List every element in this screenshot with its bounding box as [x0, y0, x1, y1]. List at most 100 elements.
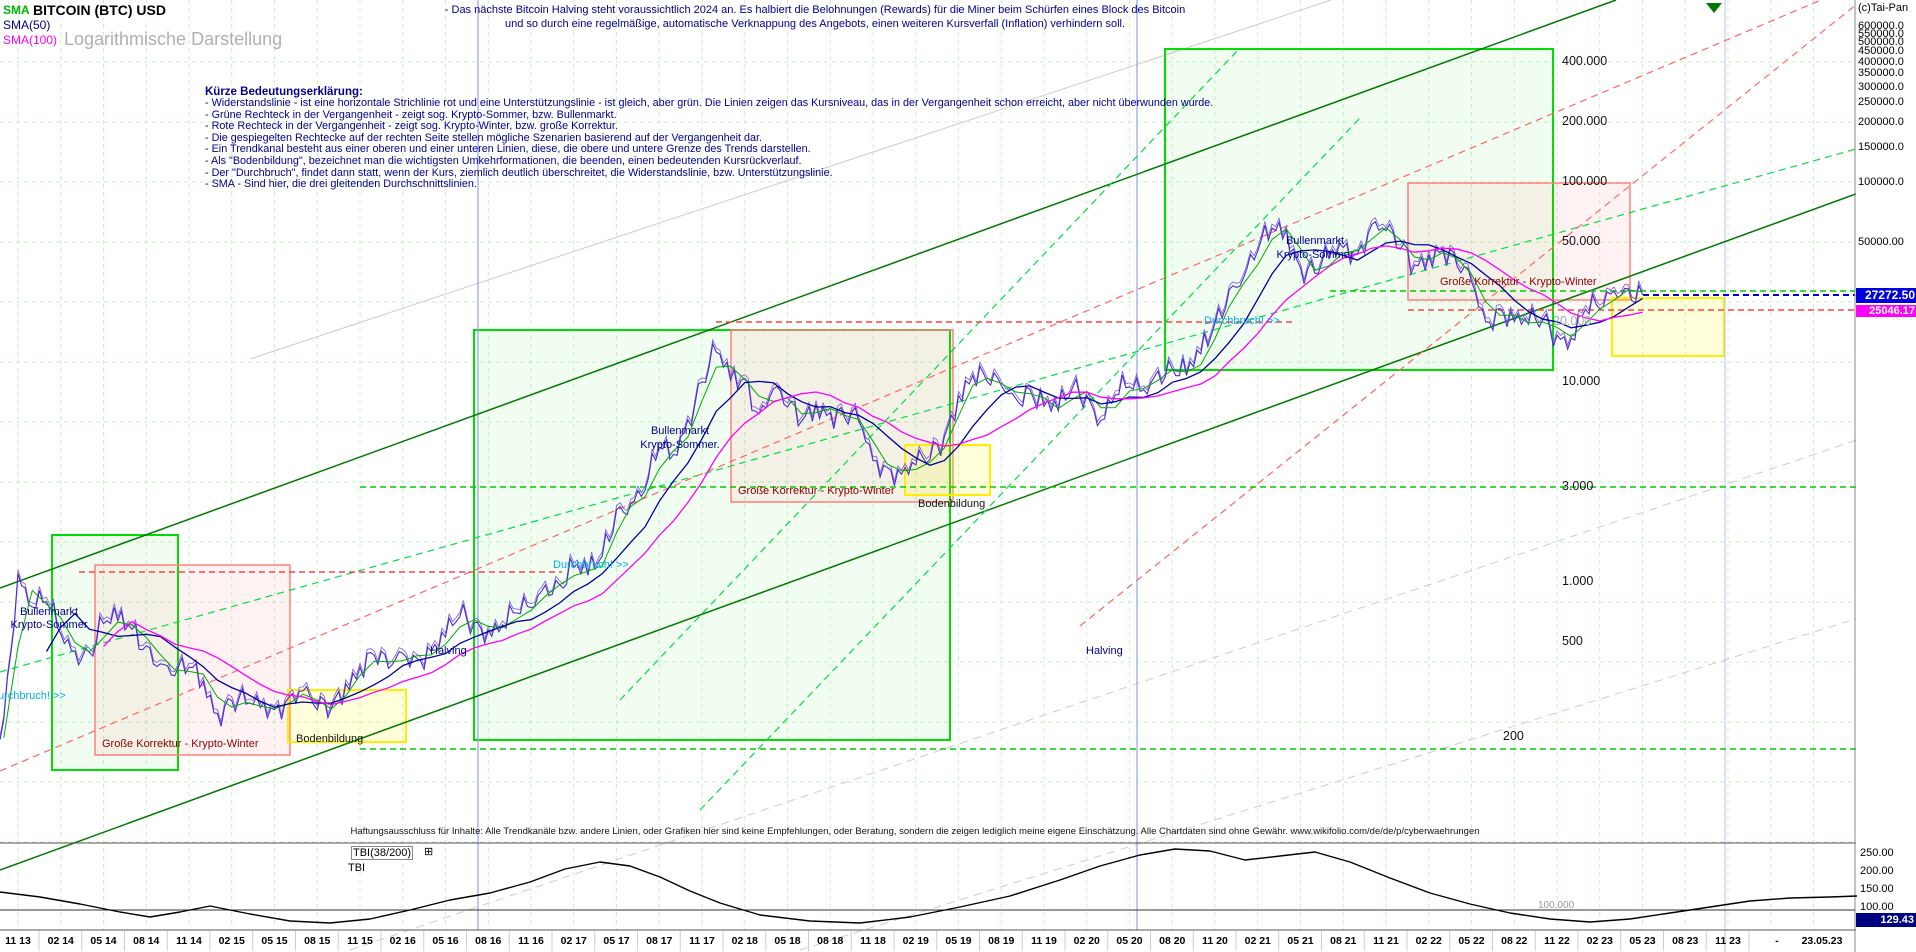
copyright-label: (c)Tai-Pan — [1858, 2, 1909, 14]
date-label: 02 16 — [389, 935, 416, 947]
right-axis-label: 350000.0 — [1858, 67, 1904, 80]
right-axis-label: 500000.0 — [1858, 36, 1904, 49]
tbi-gridline-label: 100.000 — [1538, 900, 1575, 911]
annotation-durchbruch: Durchbruch! >> — [1204, 315, 1280, 327]
date-label: 08 18 — [817, 935, 844, 947]
chart-subtitle: Logarithmische Darstellung — [64, 29, 283, 49]
price-label-inner: 3.000 — [1562, 478, 1594, 493]
date-label: 05 19 — [945, 935, 972, 947]
date-label: 05 15 — [261, 935, 288, 947]
price-label-inner: 100.000 — [1562, 174, 1608, 188]
price-label-inner: 200.000 — [1562, 113, 1608, 128]
date-label: 05 14 — [90, 935, 117, 947]
tbi-axis-label: 250.00 — [1860, 847, 1894, 859]
price-label-inner: 500 — [1562, 634, 1583, 649]
date-label: 05 18 — [774, 935, 801, 947]
explanation-line: - Grüne Rechteck in der Vergangenheit - … — [205, 108, 617, 121]
date-label: 05 21 — [1287, 935, 1314, 947]
right-axis-label: 450000.0 — [1858, 45, 1904, 58]
disclaimer-text: Haftungsausschluss für Inhalte: Alle Tre… — [350, 826, 1480, 837]
annotation-durchbruch: Durchbruch! >> — [0, 690, 66, 702]
date-label: 08 15 — [304, 935, 331, 947]
date-label: 02 18 — [731, 935, 758, 947]
date-label: 02 21 — [1244, 935, 1271, 947]
tbi-value-box: 129.43 — [1856, 913, 1916, 928]
date-label: 11 14 — [176, 935, 202, 947]
date-label: 11 21 — [1373, 935, 1399, 947]
annotation-bodenbildung: Bodenbildung — [296, 733, 364, 745]
date-label: 11 16 — [518, 935, 544, 947]
right-axis-label: 200000.0 — [1858, 115, 1904, 128]
last-price-box: 27272.50 — [1856, 288, 1916, 304]
annotation-bullenmarkt: Bullenmarkt — [650, 425, 710, 437]
date-label: 08 22 — [1501, 935, 1528, 947]
price-label-gray: 20.000 — [1553, 313, 1592, 328]
date-label: 02 19 — [902, 935, 929, 947]
annotation-krypto-sommer: Krypto-Sommer — [10, 619, 88, 631]
explanation-line: - Rote Rechteck in der Vergangenheit - z… — [205, 120, 618, 133]
right-axis-label: 250000.0 — [1858, 96, 1904, 109]
annotation-halving: Halving — [430, 645, 467, 657]
date-label: 08 17 — [646, 935, 673, 947]
tbi-sub-label: TBI — [348, 862, 366, 874]
date-label: 02 15 — [218, 935, 245, 947]
date-label: 11 13 — [5, 935, 31, 947]
right-axis-label: 300000.0 — [1858, 80, 1904, 93]
legend-sma50: SMA(50) — [3, 18, 51, 32]
annotation-bullenmarkt: Bullenmarkt — [1285, 235, 1345, 247]
annotation-gro-e-korrektur-krypto-winter: Große Korrektur - Krypto-Winter — [102, 738, 259, 750]
right-axis-label: 400000.0 — [1858, 55, 1904, 68]
date-label: 05 22 — [1458, 935, 1485, 947]
date-label: 05 23 — [1629, 935, 1656, 947]
price-label-inner: 1.000 — [1562, 574, 1594, 588]
price-label-inner: 50.000 — [1562, 234, 1601, 249]
date-label: 05 17 — [603, 935, 630, 947]
right-axis-label: 550000.0 — [1858, 27, 1904, 40]
date-label: 02 23 — [1586, 935, 1613, 947]
date-label-dash: - — [1775, 935, 1779, 947]
date-label: 02 20 — [1073, 935, 1100, 947]
halving-note-line2: und so durch eine regelmäßige, automatis… — [504, 18, 1126, 30]
annotation-halving: Halving — [1086, 645, 1123, 657]
date-label: 08 19 — [988, 935, 1015, 947]
date-label: 11 19 — [1031, 935, 1057, 947]
date-label: 08 16 — [475, 935, 502, 947]
annotation-bodenbildung: Bodenbildung — [918, 498, 986, 510]
tbi-axis-label: 150.00 — [1860, 883, 1894, 895]
date-label: 08 23 — [1672, 935, 1699, 947]
halving-note-line1: - Das nächste Bitcoin Halving steht vora… — [444, 4, 1186, 16]
date-label-today: 23.05.23 — [1801, 935, 1843, 947]
tbi-indicator-label: TBI(38/200) — [351, 846, 414, 861]
explanation-line: - Ein Trendkanal besteht aus einer obere… — [205, 143, 811, 156]
tbi-expand-icon[interactable]: ⊞ — [424, 846, 434, 858]
date-label: 11 17 — [689, 935, 715, 947]
date-label: 05 16 — [432, 935, 459, 947]
date-label: 11 20 — [1202, 935, 1228, 947]
legend-sma100: SMA(100) — [3, 33, 58, 47]
tbi-axis-label: 200.00 — [1860, 865, 1894, 877]
annotation-bullenmarkt: Bullenmarkt — [19, 606, 79, 618]
explanation-heading: Kürze Bedeutungserklärung: — [205, 86, 363, 98]
annotation-durchbruch: Durchbruch! >> — [553, 559, 629, 571]
date-label: 08 20 — [1159, 935, 1186, 947]
explanation-line: - Der "Durchbruch", findet dann statt, w… — [205, 166, 833, 179]
date-label: 02 22 — [1415, 935, 1442, 947]
price-label-200: 200 — [1503, 729, 1524, 743]
tbi-axis-label: 100.00 — [1860, 901, 1894, 913]
explanation-line: - Widerstandslinie - ist eine horizontal… — [205, 97, 1214, 109]
chart-title: BITCOIN (BTC) USD — [30, 2, 169, 19]
right-axis-label: 600000.0 — [1858, 20, 1904, 33]
date-label: 11 23 — [1715, 935, 1741, 947]
date-label: 11 18 — [860, 935, 886, 947]
annotation-krypto-sommer: Krypto-Sommer — [1276, 249, 1354, 261]
explanation-line: - SMA - Sind hier, die drei gleitenden D… — [205, 178, 477, 191]
date-label: 08 21 — [1330, 935, 1357, 947]
right-axis-label: 50000.00 — [1858, 236, 1904, 249]
price-label-inner: 400.000 — [1562, 53, 1608, 68]
annotation-gro-e-korrektur-krypto-winter: Große Korrektur - Krypto-Winter — [738, 485, 895, 497]
date-label: 11 15 — [347, 935, 373, 947]
annotation-krypto-sommer: Krypto-Sommer. — [640, 439, 720, 451]
date-label: 05 20 — [1116, 935, 1143, 947]
right-axis-label: 100000.0 — [1858, 176, 1904, 188]
